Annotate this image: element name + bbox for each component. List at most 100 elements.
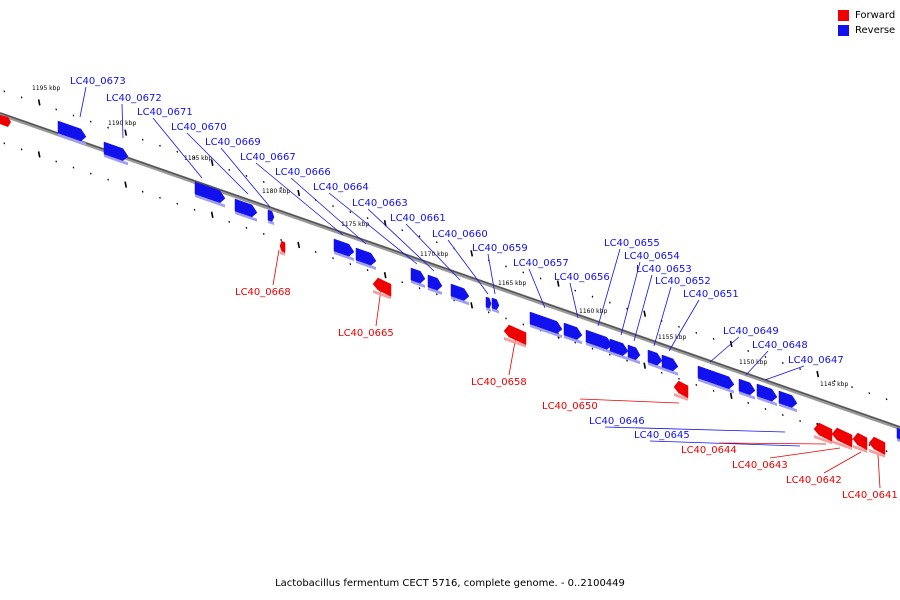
gene-arrow — [647, 349, 663, 366]
gene-label-lc40-0659[interactable]: LC40_0659 — [472, 243, 528, 254]
gene-lc40-0656[interactable] — [563, 322, 583, 345]
gene-lc40-0644[interactable] — [813, 422, 833, 445]
ruler-tick-upper — [868, 392, 871, 395]
gene-label-lc40-0671[interactable]: LC40_0671 — [137, 107, 193, 118]
ruler-tick-lower — [781, 413, 784, 417]
gene-label-lc40-0652[interactable]: LC40_0652 — [655, 276, 711, 287]
gene-label-lc40-0668[interactable]: LC40_0668 — [235, 287, 291, 298]
gene-leader-line — [604, 426, 786, 433]
gene-label-lc40-0643[interactable]: LC40_0643 — [732, 460, 788, 471]
ruler-tick-lower — [124, 181, 128, 188]
gene-lc40-0647[interactable] — [756, 383, 778, 406]
ruler-tick-upper — [608, 301, 611, 304]
gene-lc40-0673[interactable] — [57, 120, 87, 146]
gene-lc40-0654[interactable] — [609, 338, 629, 361]
ruler-tick-lower — [210, 211, 214, 218]
gene-lc40-0655[interactable] — [585, 329, 613, 355]
gene-label-lc40-0667[interactable]: LC40_0667 — [240, 152, 296, 163]
ruler-tick-upper — [210, 159, 214, 166]
ruler-tick-upper — [851, 386, 853, 389]
gene-label-lc40-0666[interactable]: LC40_0666 — [275, 167, 331, 178]
gene-lc40-0669[interactable] — [267, 209, 275, 226]
ruler-tick-lower — [245, 226, 248, 229]
gene-lc40-0649[interactable] — [697, 365, 735, 394]
gene-label-lc40-0669[interactable]: LC40_0669 — [205, 137, 261, 148]
gene-label-lc40-0661[interactable]: LC40_0661 — [390, 213, 446, 224]
ruler-tick-upper — [141, 138, 144, 141]
gene-bevel — [58, 133, 86, 146]
gene-lc40-0666[interactable] — [355, 247, 377, 270]
gene-lc40-0650[interactable] — [673, 380, 689, 401]
ruler-tick-upper — [193, 156, 196, 159]
gene-label-lc40-0655[interactable]: LC40_0655 — [604, 238, 660, 249]
gene-lc40-0648[interactable] — [738, 378, 756, 400]
ruler-tick-lower — [383, 272, 387, 279]
gene-arrow — [609, 338, 629, 356]
gene-lc40-0659[interactable] — [491, 297, 500, 314]
gene-lc40-0671[interactable] — [194, 181, 226, 208]
gene-lc40-0643[interactable] — [831, 427, 853, 450]
gene-lc40-0672[interactable] — [103, 141, 129, 166]
gene-arrow — [279, 240, 286, 254]
gene-label-lc40-0646[interactable]: LC40_0646 — [589, 416, 645, 427]
ruler-tick-label: 1170 kbp — [420, 251, 448, 258]
gene-arrow — [491, 297, 500, 310]
gene-label-lc40-0649[interactable]: LC40_0649 — [723, 326, 779, 337]
gene-bevel — [411, 280, 425, 288]
gene-leader-line — [220, 147, 271, 208]
gene-bevel — [428, 287, 442, 295]
gene-label-lc40-0654[interactable]: LC40_0654 — [624, 251, 680, 262]
gene-bevel — [674, 393, 688, 401]
gene-label-lc40-0658[interactable]: LC40_0658 — [471, 377, 527, 388]
gene-label-lc40-0663[interactable]: LC40_0663 — [352, 198, 408, 209]
gene-label-lc40-0673[interactable]: LC40_0673 — [70, 76, 126, 87]
gene-lc40-0657[interactable] — [529, 311, 563, 339]
gene-lc40-0652[interactable] — [647, 349, 663, 370]
gene-label-lc40-0657[interactable]: LC40_0657 — [513, 258, 569, 269]
gene-arrow — [427, 274, 443, 291]
gene-label-lc40-0648[interactable]: LC40_0648 — [752, 340, 808, 351]
gene-label-lc40-0644[interactable]: LC40_0644 — [681, 445, 737, 456]
gene-label-lc40-0670[interactable]: LC40_0670 — [171, 122, 227, 133]
gene-label-lc40-0672[interactable]: LC40_0672 — [106, 93, 162, 104]
gene-bevel — [648, 362, 662, 370]
ruler-tick-lower — [159, 196, 161, 199]
gene-lc40-0668[interactable] — [279, 240, 286, 256]
gene-lc40-0645[interactable] — [896, 427, 900, 443]
ruler-tick-lower — [522, 323, 525, 326]
gene-label-lc40-0665[interactable]: LC40_0665 — [338, 328, 394, 339]
legend-label-reverse: Reverse — [855, 25, 896, 36]
gene-label-lc40-0650[interactable]: LC40_0650 — [542, 401, 598, 412]
gene-label-lc40-0660[interactable]: LC40_0660 — [432, 229, 488, 240]
gene-lc40-0651[interactable] — [661, 354, 679, 376]
gene-arrow — [267, 209, 275, 222]
ruler-tick-lower — [660, 371, 663, 374]
gene-label-lc40-0647[interactable]: LC40_0647 — [788, 355, 844, 366]
gene-lc40-0667[interactable] — [333, 238, 355, 261]
gene-leader-line — [620, 261, 641, 336]
gene-bevel — [195, 194, 225, 208]
gene-lc40-0665[interactable] — [372, 277, 392, 300]
gene-leader-line — [328, 192, 418, 265]
gene-leader-line — [633, 274, 653, 342]
gene-lc40-0641[interactable] — [868, 436, 886, 458]
gene-label-lc40-0641[interactable]: LC40_0641 — [842, 490, 898, 501]
gene-lc40-0661[interactable] — [450, 283, 470, 306]
gene-label-lc40-0653[interactable]: LC40_0653 — [636, 264, 692, 275]
gene-lc40-0660[interactable] — [485, 296, 492, 312]
gene-label-lc40-0664[interactable]: LC40_0664 — [313, 182, 369, 193]
gene-lc40-0663[interactable] — [427, 274, 443, 295]
gene-lc40-0658[interactable] — [503, 324, 527, 348]
gene-lc40-0670[interactable] — [234, 198, 258, 222]
ruler-tick-upper — [781, 361, 784, 365]
gene-bevel — [853, 445, 867, 453]
ruler-tick-lower — [89, 172, 92, 175]
gene-lc40-0664[interactable] — [410, 267, 426, 288]
gene-label-lc40-0645[interactable]: LC40_0645 — [634, 430, 690, 441]
gene-lc40-0653[interactable] — [627, 344, 641, 365]
gene-lc40-0642[interactable] — [852, 432, 868, 453]
gene-lc40-0646[interactable] — [778, 390, 798, 413]
gene-label-lc40-0651[interactable]: LC40_0651 — [683, 289, 739, 300]
gene-label-lc40-0656[interactable]: LC40_0656 — [554, 272, 610, 283]
gene-label-lc40-0642[interactable]: LC40_0642 — [786, 475, 842, 486]
